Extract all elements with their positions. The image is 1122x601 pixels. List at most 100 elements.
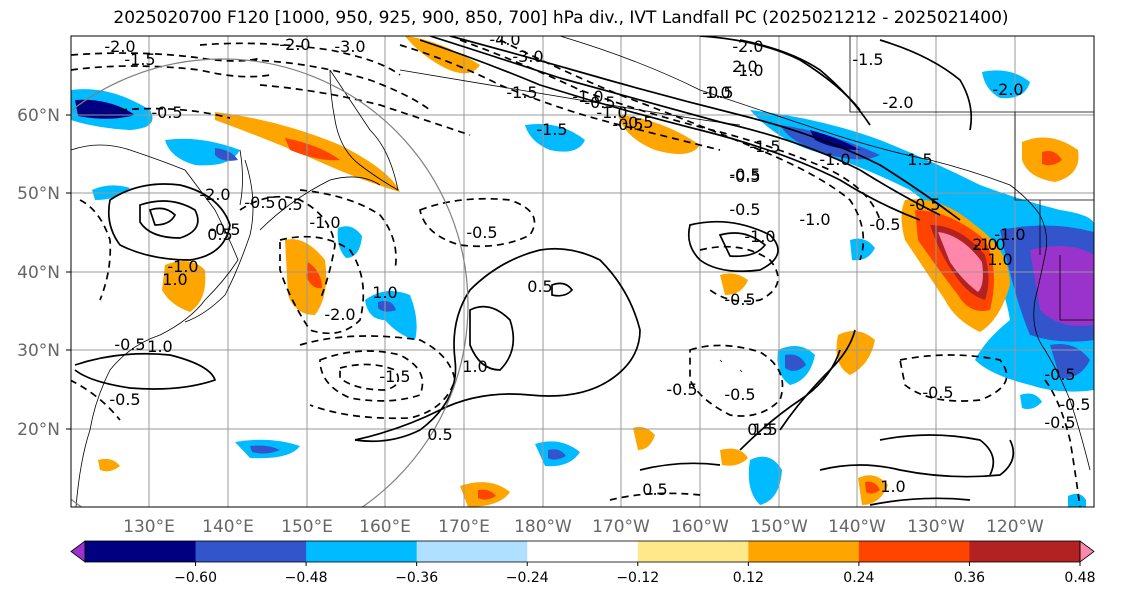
lat-tick-label: 30°N (17, 341, 60, 361)
contour-label: -1.0 (974, 235, 1005, 254)
contour-label: -0.5 (612, 115, 643, 134)
contour-label: -0.5 (114, 335, 145, 354)
coast-sakhalin (239, 149, 243, 206)
shading-layer (71, 36, 1094, 507)
shade-patch (405, 36, 480, 74)
shade-patch (285, 239, 327, 315)
shade-patch (337, 226, 362, 258)
lon-tick-label: 160°W (671, 517, 729, 537)
lat-tick-label: 50°N (17, 184, 60, 204)
colorbar-tick-label: −0.12 (616, 570, 659, 586)
shade-patch (1020, 393, 1042, 410)
contour-label: -1.0 (994, 225, 1025, 244)
shade-patch (548, 449, 566, 460)
contour-label: -0.5 (1059, 395, 1090, 414)
shade-patch (1068, 493, 1086, 507)
coast-asia (71, 144, 239, 507)
colorbar-tick-label: 0.24 (843, 570, 874, 586)
shade-patch (98, 458, 120, 472)
contour-label: -1.5 (506, 83, 537, 102)
shade-patch (365, 291, 417, 340)
map-title: 2025020700 F120 [1000, 950, 925, 900, 85… (113, 8, 1009, 28)
coast-kamchatka (329, 69, 399, 191)
shade-patch (478, 489, 496, 500)
contour-label: -0.5 (729, 165, 760, 184)
contour-label: 1.0 (147, 337, 172, 356)
colorbar-segment (748, 541, 860, 562)
shade-patch (982, 70, 1030, 99)
contour-label: 1.0 (462, 357, 487, 376)
contour-label: 1.0 (987, 250, 1012, 269)
colorbar-extend-high (1079, 540, 1095, 563)
colorbar-segment (969, 541, 1081, 562)
contour-label: -0.5 (584, 93, 615, 112)
contour-label: -1.0 (309, 213, 340, 232)
lon-tick-label: 170°W (592, 517, 650, 537)
contour-label: 1.5 (752, 420, 777, 439)
contour-label: -0.5 (1044, 365, 1075, 384)
contour-label: -0.5 (724, 290, 755, 309)
colorbar-tick-label: −0.36 (395, 570, 438, 586)
shade-patch (618, 115, 700, 154)
contour-label: -3.0 (512, 47, 543, 66)
contour-layer (71, 36, 1081, 507)
contour-label: 1.0 (880, 477, 905, 496)
colorbar-tick-label: −0.24 (506, 570, 549, 586)
axis-ticks (66, 114, 71, 430)
shade-patch (1042, 151, 1062, 166)
shade-patch (810, 130, 860, 150)
contour-label: -0.5 (729, 167, 760, 186)
lat-tick-label: 40°N (17, 263, 60, 283)
shade-patch (378, 301, 396, 312)
contour-label: -0.5 (702, 83, 733, 102)
contour-label: -1.0 (799, 210, 830, 229)
colorbar-extend-low (70, 540, 86, 563)
contour-label: -1.5 (379, 367, 410, 386)
lon-tick-label: 160°E (359, 517, 411, 537)
contour-label: -0.5 (466, 223, 497, 242)
colorbar: −0.60 −0.48 −0.36 −0.24 −0.12 0.12 0.24 0.36 0.4… (70, 540, 1096, 586)
contour-label: -0.5 (909, 195, 940, 214)
contour-label: 2.0 (732, 57, 757, 76)
contour-label: 1.0 (162, 270, 187, 289)
contour-label: 0.5 (642, 480, 667, 499)
contour-label: -2.0 (279, 35, 310, 54)
contour-label: -2.0 (992, 80, 1023, 99)
shade-patch (836, 331, 875, 375)
shade-patch (285, 138, 340, 161)
contour-label: -4.0 (489, 30, 520, 49)
contour-label: -1.0 (167, 257, 198, 276)
colorbar-tick-label: 0.12 (733, 570, 764, 586)
contour-label: 1.0 (705, 83, 730, 102)
borders (849, 36, 1094, 321)
lat-tick-label: 20°N (17, 420, 60, 440)
coast-hawaii (719, 359, 743, 373)
contour-label: -0.5 (922, 383, 953, 402)
coast-japan (184, 159, 254, 323)
lon-tick-label: 130°E (123, 517, 175, 537)
region-ring (71, 58, 469, 507)
colorbar-segment (637, 541, 749, 562)
colorbar-segment (416, 541, 528, 562)
coast-kuril (259, 176, 381, 231)
lon-tick-label: 150°E (281, 517, 333, 537)
shade-patch (748, 456, 782, 505)
contour-label: -3.0 (334, 37, 365, 56)
contour-label: -1.5 (749, 137, 780, 156)
lat-axis: 60°N 50°N 40°N 30°N 20°N (17, 106, 60, 440)
lon-tick-label: 130°W (907, 517, 965, 537)
contour-label: -1.5 (536, 120, 567, 139)
contour-label: -1.0 (744, 227, 775, 246)
lon-tick-label: 150°W (750, 517, 808, 537)
contour-label: -1.5 (852, 50, 883, 69)
contour-label: -0.5 (724, 385, 755, 404)
coast-aleutian (399, 69, 741, 126)
colorbar-segment (306, 541, 418, 562)
lat-tick-label: 60°N (17, 106, 60, 126)
shade-patch (865, 481, 880, 494)
colorbar-tick-label: 0.36 (954, 570, 985, 586)
colorbar-segment (858, 541, 970, 562)
shade-patch (720, 448, 748, 466)
colorbar-segment (195, 541, 307, 562)
